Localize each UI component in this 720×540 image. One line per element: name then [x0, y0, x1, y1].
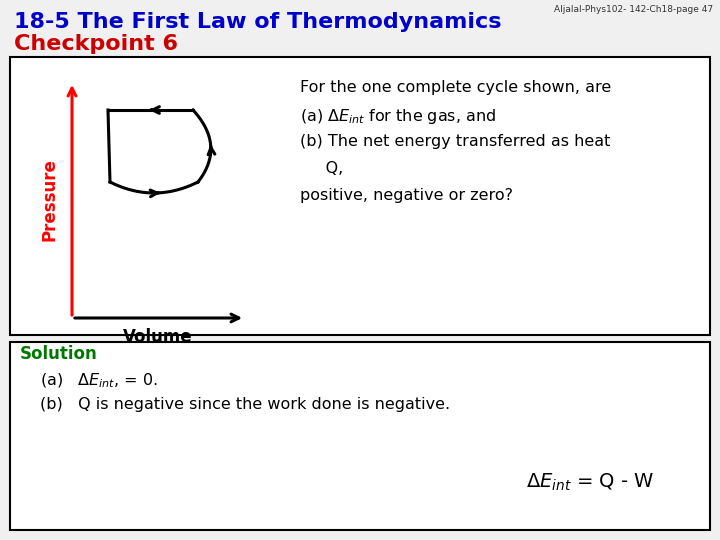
Text: Q,: Q,: [300, 161, 343, 176]
Bar: [10, 342, 710, 530]
Text: (b) The net energy transferred as heat: (b) The net energy transferred as heat: [300, 134, 611, 149]
Text: 18-5 The First Law of Thermodynamics: 18-5 The First Law of Thermodynamics: [14, 12, 502, 32]
Text: (a) $\Delta E_{int}$ for the gas, and: (a) $\Delta E_{int}$ for the gas, and: [300, 107, 496, 126]
Text: Pressure: Pressure: [41, 159, 59, 241]
Text: Checkpoint 6: Checkpoint 6: [14, 34, 178, 54]
Text: (b)   Q is negative since the work done is negative.: (b) Q is negative since the work done is…: [40, 397, 450, 412]
Text: Solution: Solution: [20, 345, 98, 363]
Text: (a)   $\Delta E_{int}$, = 0.: (a) $\Delta E_{int}$, = 0.: [40, 372, 158, 390]
Bar: [10, 57, 710, 335]
Text: For the one complete cycle shown, are: For the one complete cycle shown, are: [300, 80, 611, 95]
Text: Aljalal-Phys102- 142-Ch18-page 47: Aljalal-Phys102- 142-Ch18-page 47: [554, 5, 713, 14]
Text: $\Delta E_{int}$ = Q - W: $\Delta E_{int}$ = Q - W: [526, 471, 654, 492]
Text: Volume: Volume: [123, 328, 193, 346]
Text: positive, negative or zero?: positive, negative or zero?: [300, 188, 513, 203]
